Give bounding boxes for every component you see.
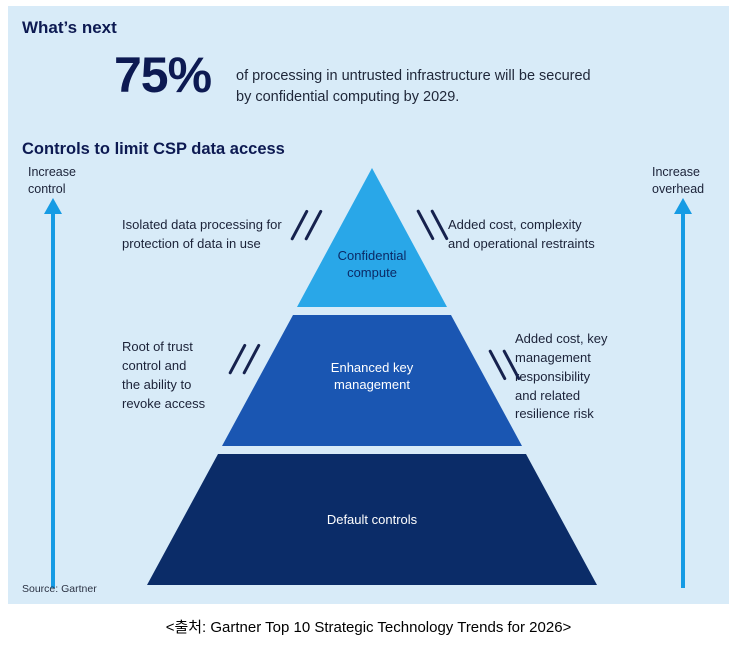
annotation-cost-enhanced-key-management: Added cost, key management responsibilit… (515, 331, 608, 422)
stat-value: 75% (114, 47, 212, 103)
arrow-head-icon (44, 198, 62, 214)
axis-left-label: Increase control (28, 165, 76, 196)
section-title: Controls to limit CSP data access (22, 140, 285, 158)
gartner-panel: What’s next 75% of processing in untrust… (8, 6, 729, 604)
annotation-benefit-confidential-compute: Isolated data processing for protection … (122, 217, 282, 251)
whats-next-heading: What’s next (22, 18, 117, 37)
leader-tick-icon (416, 206, 454, 246)
increase-control-arrow-icon (44, 198, 62, 588)
leader-tick-icon (290, 206, 328, 246)
arrow-head-icon (674, 198, 692, 214)
source-note: Source: Gartner (22, 583, 97, 595)
caption: <출처: Gartner Top 10 Strategic Technology… (165, 619, 572, 636)
leader-tick-icon (488, 346, 526, 386)
leader-tick-icon (228, 340, 266, 380)
tier-label-default-controls: Default controls (326, 512, 418, 527)
tier-label-confidential-compute: Confidential compute (337, 248, 407, 280)
pyramid-tier-default-controls (147, 454, 597, 585)
increase-overhead-arrow-icon (674, 198, 692, 588)
pyramid-diagram: Confidential compute Enhanced key manage… (147, 168, 597, 585)
axis-right-label: Increase overhead (652, 165, 705, 196)
arrow-line (51, 214, 55, 588)
stat-description: of processing in untrusted infrastructur… (236, 68, 591, 106)
arrow-line (681, 214, 685, 588)
annotation-cost-confidential-compute: Added cost, complexity and operational r… (448, 217, 595, 251)
tier-label-enhanced-key-management: Enhanced key management (330, 360, 414, 392)
annotation-benefit-enhanced-key-management: Root of trust control and the ability to… (122, 339, 206, 411)
